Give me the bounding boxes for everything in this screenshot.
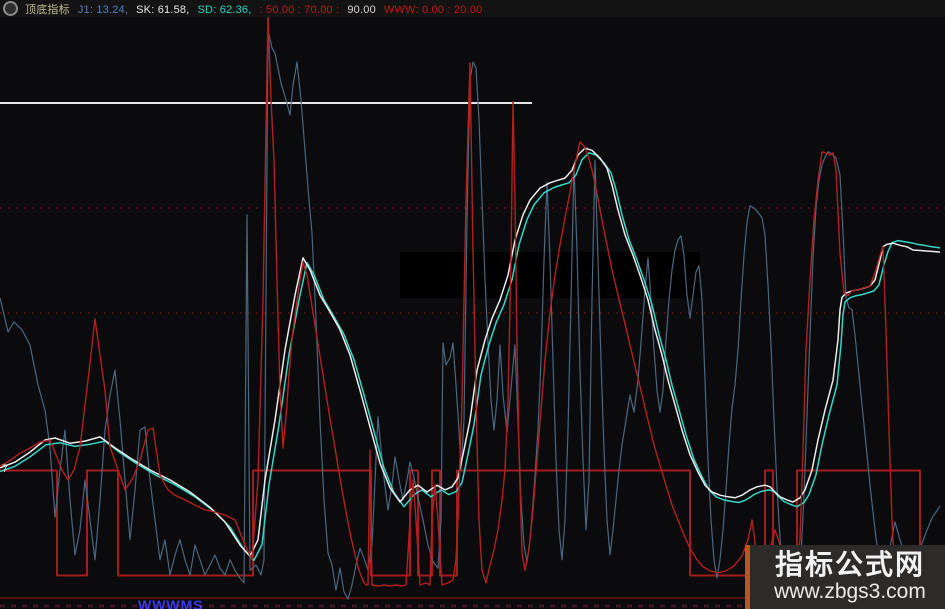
header-field: J1: 13.24, — [77, 3, 129, 16]
header-field: 90.00 — [347, 3, 376, 16]
watermark-site-url: www.zbgs3.com — [774, 580, 926, 603]
series-SD-slow — [0, 152, 941, 562]
watermark-site-name: 指标公式网 — [774, 549, 925, 580]
header-field: SK: 61.58, — [136, 3, 190, 16]
header-field: WWW: 0.00 : 20.00 — [383, 3, 483, 16]
header-field: SD: 62.36, — [197, 3, 252, 16]
header-field: 顶底指标 — [25, 3, 70, 16]
header-fields: 顶底指标 J1: 13.24, SK: 61.58, SD: 62.36, : 50.0… — [25, 1, 490, 17]
watermark-box: 指标公式网 www.zbgs3.com — [745, 545, 945, 609]
logo-circle-icon — [3, 1, 18, 16]
series-SK-main — [0, 147, 941, 557]
chart-annotation: 7 — [2, 463, 8, 475]
next-pane-partial-label: WWWMS — [138, 597, 204, 609]
series-J1-fast — [0, 29, 941, 600]
header-field: : 50.00 : 70.00 : — [259, 3, 340, 16]
indicator-header: 顶底指标 J1: 13.24, SK: 61.58, SD: 62.36, : 50.0… — [0, 0, 945, 17]
